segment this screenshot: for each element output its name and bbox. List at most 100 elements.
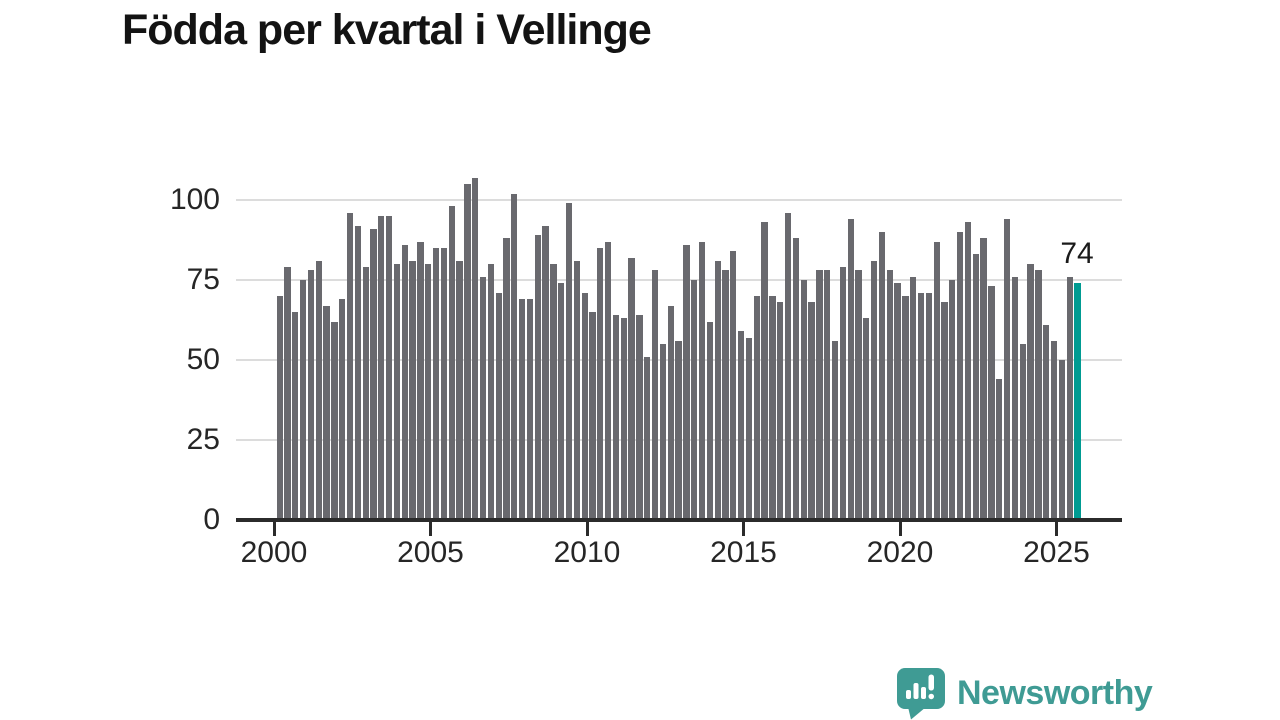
bar	[675, 340, 682, 520]
bar	[925, 292, 933, 520]
bar	[1035, 270, 1042, 520]
bar	[753, 296, 760, 520]
bar	[996, 379, 1003, 520]
bar	[472, 177, 479, 520]
bar	[949, 280, 956, 520]
bar	[683, 244, 690, 520]
bar	[957, 232, 964, 520]
bar	[401, 244, 408, 520]
bar	[808, 302, 815, 520]
bar	[346, 212, 354, 520]
bar	[409, 260, 416, 520]
bar	[824, 270, 831, 520]
x-axis-tick	[898, 520, 902, 536]
bar	[628, 257, 635, 520]
bar	[386, 216, 393, 520]
x-axis-label: 2005	[397, 536, 464, 569]
highlighted-bar	[1074, 283, 1081, 520]
bar	[941, 302, 948, 520]
x-axis-tick	[272, 520, 276, 536]
x-axis-label: 2015	[710, 536, 777, 569]
bar	[440, 248, 448, 520]
newsworthy-logo-text: Newsworthy	[957, 674, 1153, 712]
bar	[714, 260, 721, 520]
bar	[691, 280, 698, 520]
bar	[323, 305, 330, 520]
bar	[605, 241, 612, 520]
bar	[299, 280, 307, 520]
x-axis-tick	[585, 520, 589, 536]
bar	[870, 260, 878, 520]
gridline	[236, 199, 1122, 201]
bar	[964, 222, 972, 520]
bar	[839, 267, 846, 520]
bar	[1011, 276, 1019, 520]
y-axis-label: 25	[186, 423, 220, 456]
bar	[863, 318, 870, 520]
bar	[573, 260, 581, 520]
bar	[479, 276, 487, 520]
x-axis-line	[236, 518, 1122, 522]
bar	[315, 260, 322, 520]
bar	[847, 219, 854, 520]
bar	[737, 331, 745, 520]
bar	[550, 264, 557, 520]
bar	[597, 248, 604, 520]
bar	[307, 270, 315, 520]
x-axis-label: 2020	[866, 536, 934, 569]
x-axis-tick	[742, 520, 745, 536]
bar	[651, 270, 659, 520]
newsworthy-logo-icon	[897, 668, 945, 720]
newsworthy-logo: Newsworthy	[896, 667, 1153, 720]
bar	[831, 340, 839, 520]
bar	[331, 321, 338, 520]
bar	[933, 241, 940, 520]
chart-title: Födda per kvartal i Vellinge	[122, 6, 652, 54]
bar	[495, 292, 502, 520]
gridline	[236, 279, 1122, 281]
x-axis-label: 2025	[1023, 536, 1090, 569]
bar	[878, 232, 886, 520]
bar	[581, 292, 588, 520]
bar	[784, 212, 792, 520]
bar	[542, 225, 549, 520]
bar	[972, 254, 979, 520]
x-axis-label: 2000	[240, 536, 308, 569]
bar	[487, 264, 494, 520]
bar	[276, 296, 283, 520]
bar	[894, 283, 901, 520]
bar	[988, 286, 995, 520]
bar	[393, 264, 401, 520]
bar	[917, 292, 925, 520]
x-axis-label: 2010	[553, 536, 621, 569]
bar	[730, 251, 737, 520]
bar	[362, 267, 369, 520]
bar	[902, 296, 909, 520]
bar	[339, 299, 346, 520]
bar	[659, 344, 667, 520]
bar	[284, 267, 291, 520]
bar	[448, 206, 455, 520]
bar	[886, 270, 893, 520]
bar	[370, 228, 377, 520]
bar	[503, 238, 510, 520]
bar	[456, 260, 463, 520]
bar	[777, 302, 784, 520]
bar	[526, 299, 534, 520]
bar	[589, 312, 596, 520]
bar	[706, 321, 713, 520]
bar	[1019, 344, 1026, 520]
bar	[769, 296, 776, 520]
bar	[644, 356, 651, 520]
x-axis-tick	[1055, 520, 1058, 536]
bar	[565, 203, 573, 520]
bar	[425, 264, 432, 520]
bar	[354, 225, 362, 520]
bar	[792, 238, 800, 520]
highlight-value-label: 74	[1060, 237, 1094, 270]
bar	[464, 184, 471, 520]
y-axis-label: 50	[186, 343, 220, 376]
bar	[855, 270, 862, 520]
bar	[636, 315, 643, 520]
bar	[432, 248, 440, 520]
